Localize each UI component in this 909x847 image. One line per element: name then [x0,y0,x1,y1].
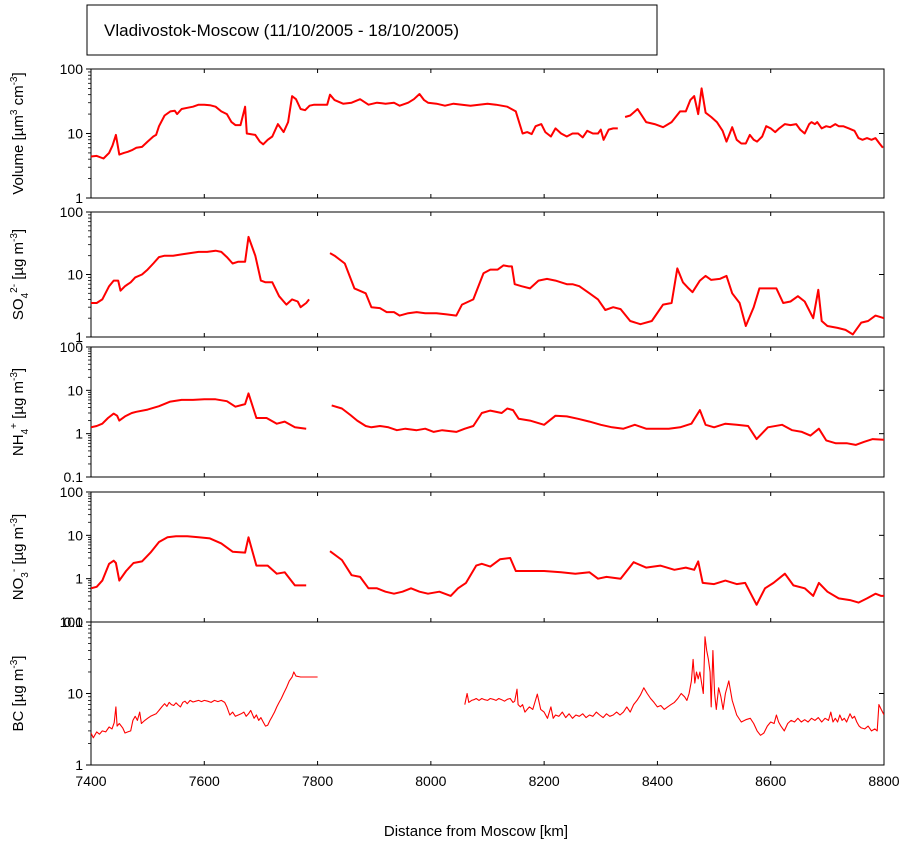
panel-no3: 0.1 1 10 100 NO3- [µg m-3] [9,484,885,630]
nh4-y-tick-label: 1 [75,426,83,442]
no3-y-tick-label: 1 [75,571,83,587]
so4-y-axis-title: SO42- [µg m-3] [9,229,31,320]
nh4-series-line-1 [91,392,307,430]
nh4-y-tick-label: 0.1 [64,469,84,485]
bc-plot-frame [90,621,885,766]
no3-y-tick-label: 100 [60,484,84,500]
no3-y-tick-label: 0.1 [64,614,84,630]
volume-y-axis-title: Volume [µm3 cm-3] [9,72,27,194]
x-tick-label: 7400 [75,773,106,789]
panels: 1 10 100 Volume [µm3 cm-3] 1 10 100 SO42- [µg m… [9,61,900,789]
x-tick-label: 8800 [868,773,899,789]
bc-series-line-2 [464,636,884,736]
bc-series-line-1 [91,671,318,739]
volume-y-tick-label: 100 [60,61,84,77]
bc-y-tick-label: 1 [75,757,83,773]
x-tick-label: 8200 [529,773,560,789]
volume-y-tick-label: 10 [67,126,83,142]
no3-plot-frame [90,491,885,623]
x-tick-label: 8400 [642,773,673,789]
no3-series-line-2 [329,550,884,606]
nh4-plot-frame [90,346,885,478]
panel-nh4: 0.1 1 10 100 NH4+ [µg m-3] [9,339,885,485]
no3-series-line-1 [91,535,307,590]
volume-y-tick-label: 1 [75,190,83,206]
x-axis-title: Distance from Moscow [km] [384,823,568,840]
x-tick-label: 8600 [755,773,786,789]
title-box-frame [86,4,658,56]
nh4-series-line-2 [331,404,884,446]
bc-y-tick-label: 10 [67,686,83,702]
bc-y-tick-label: 100 [60,614,84,630]
no3-y-tick-label: 10 [67,527,83,543]
volume-series-line-1 [91,93,618,160]
bc-y-axis-title: BC [µg m-3] [9,656,27,732]
so4-plot-frame [90,211,885,338]
so4-y-tick-label: 100 [60,204,84,220]
volume-series-line-2 [624,87,884,149]
x-tick-label: 7600 [189,773,220,789]
so4-series-line-1 [91,235,310,309]
so4-y-tick-label: 10 [67,267,83,283]
x-tick-label: 8000 [415,773,446,789]
nh4-y-tick-label: 10 [67,382,83,398]
chart-title: Vladivostok-Moscow (11/10/2005 - 18/10/2… [104,21,459,40]
so4-series-line-2 [329,252,884,336]
title-box: Vladivostok-Moscow (11/10/2005 - 18/10/2… [86,4,658,56]
panel-volume: 1 10 100 Volume [µm3 cm-3] [9,61,885,206]
so4-y-tick-label: 1 [75,329,83,345]
nh4-y-tick-label: 100 [60,339,84,355]
x-tick-label: 7800 [302,773,333,789]
nh4-y-axis-title: NH4+ [µg m-3] [9,368,31,456]
panel-so4: 1 10 100 SO42- [µg m-3] [9,204,885,345]
panel-bc: 1 10 100 7400 7600 7800 8000 8200 8400 8600 8800 BC… [9,614,900,789]
volume-plot-frame [90,68,885,199]
no3-y-axis-title: NO3- [µg m-3] [9,514,31,600]
